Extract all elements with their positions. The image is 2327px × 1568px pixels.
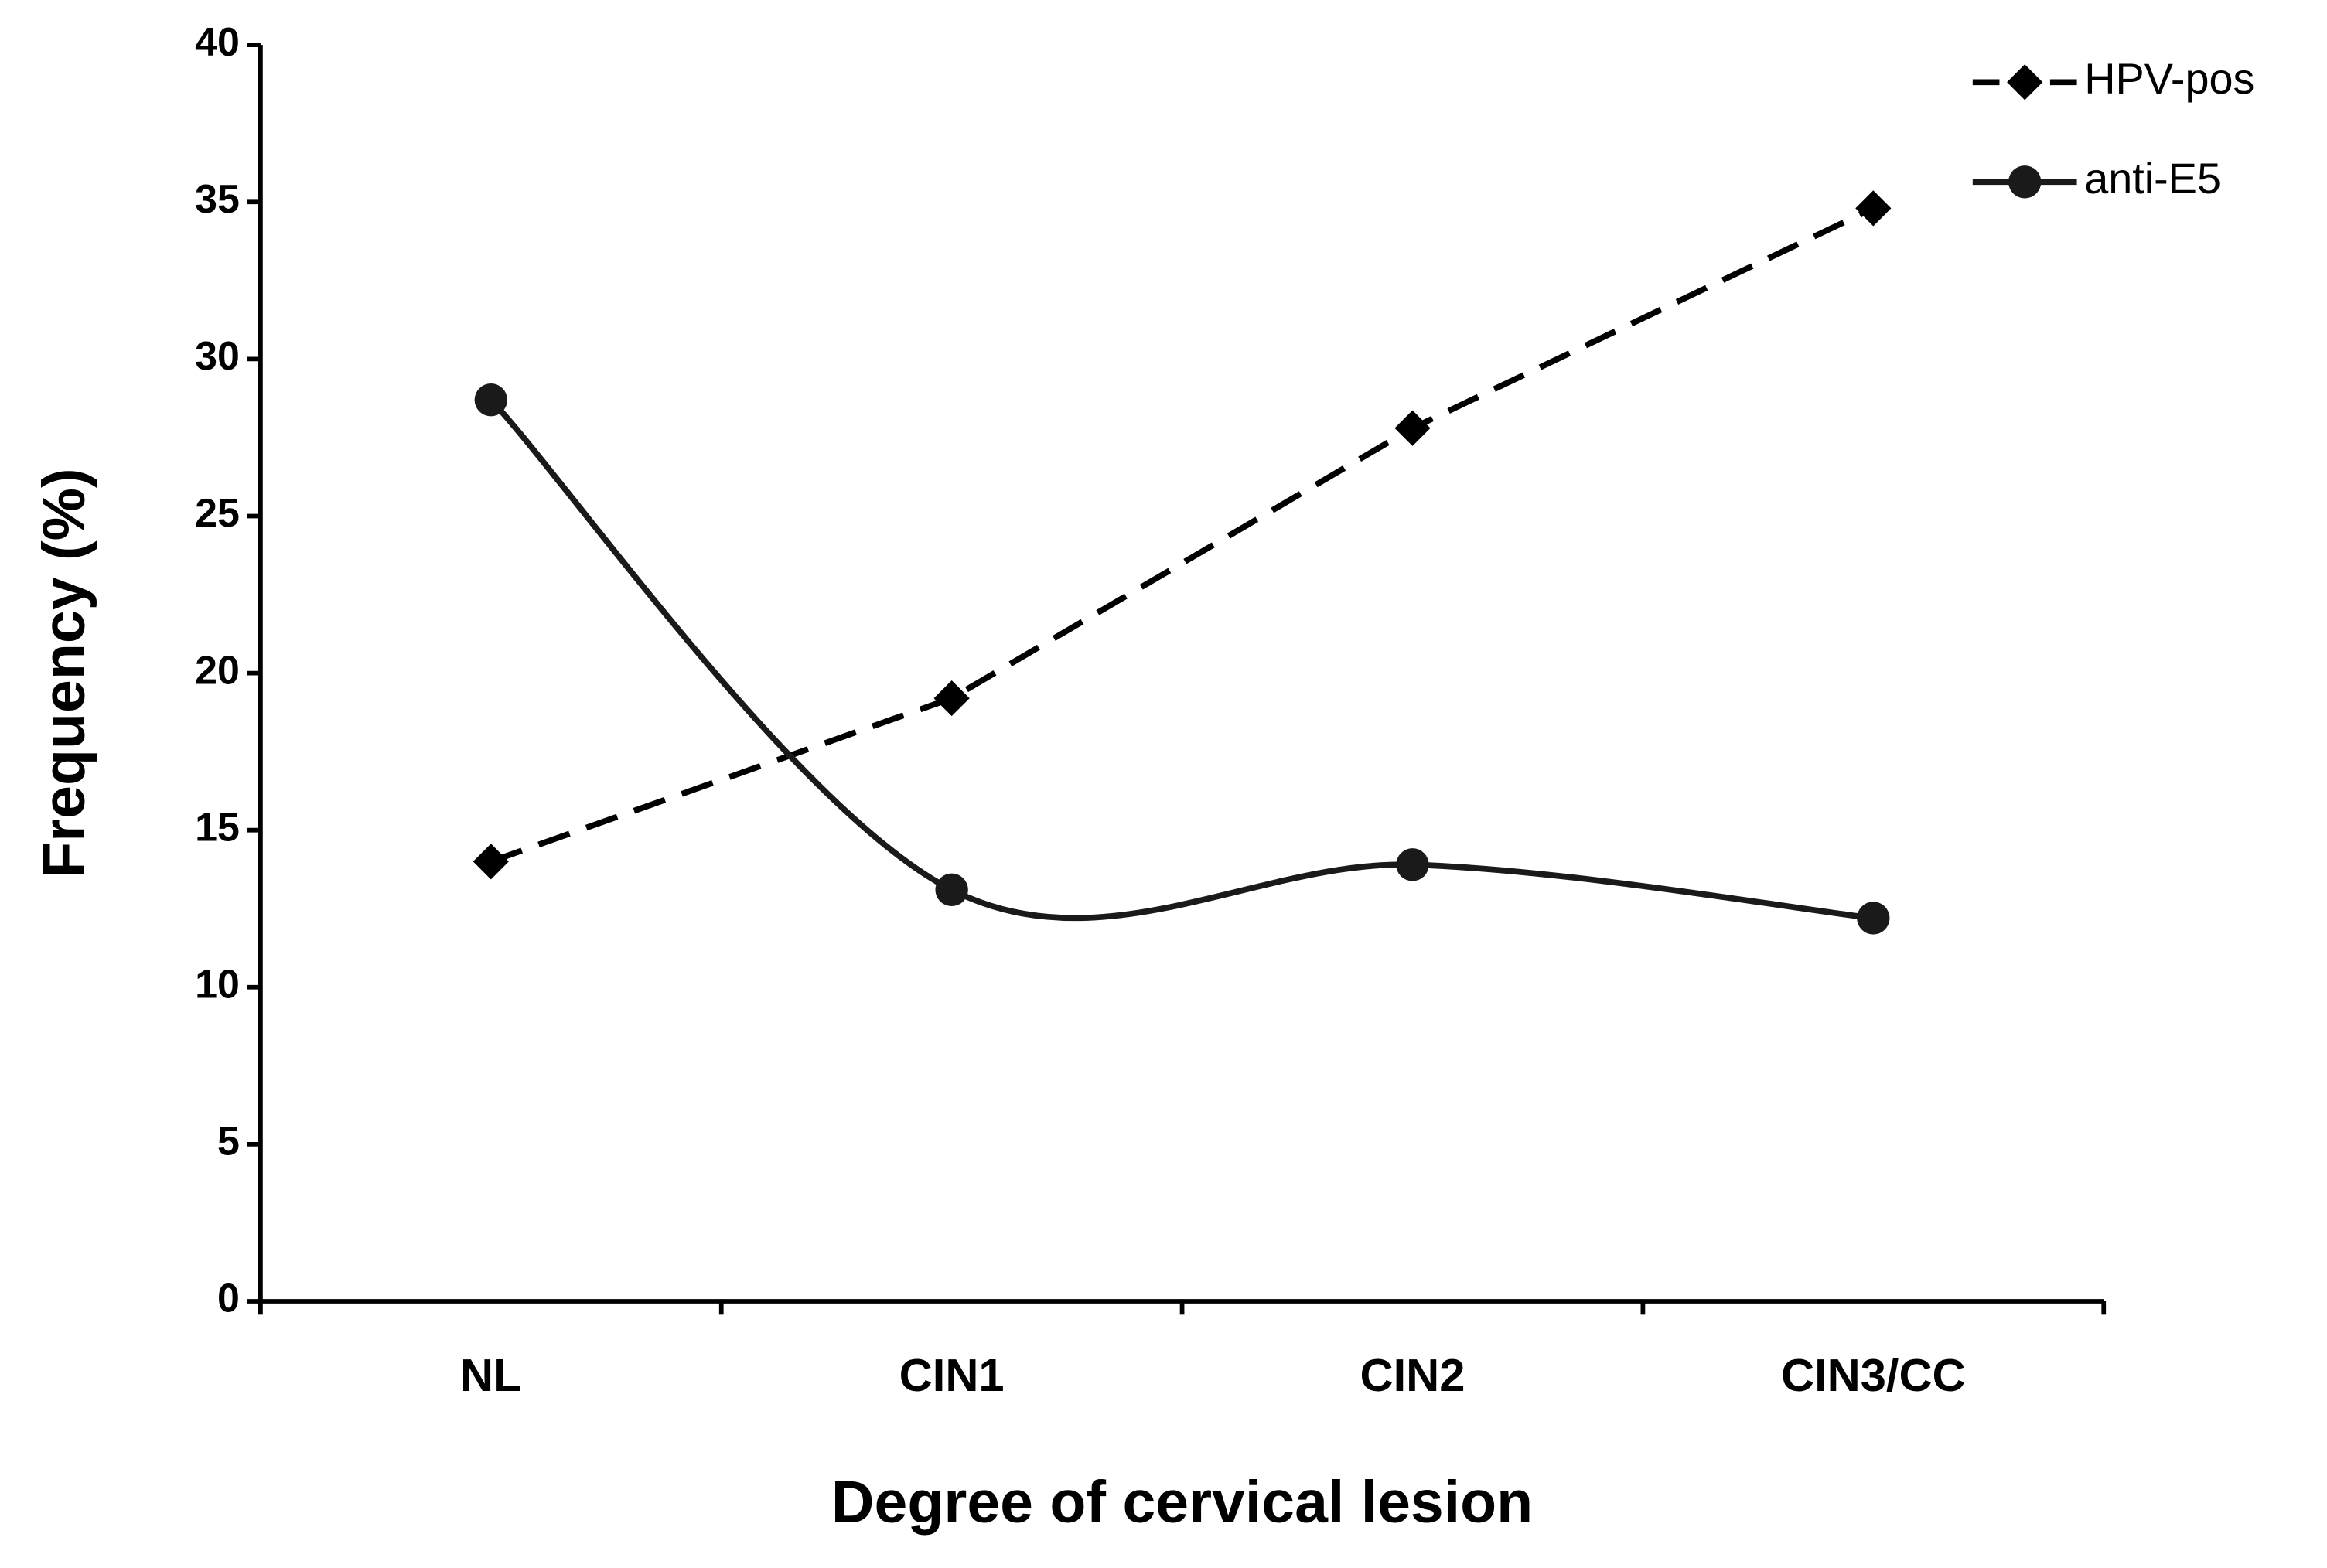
marker: [1396, 848, 1429, 881]
marker: [935, 873, 968, 907]
marker: [1855, 190, 1892, 227]
y-tick-label: 0: [217, 1277, 240, 1321]
marker: [474, 383, 507, 417]
y-tick-label: 10: [195, 963, 240, 1007]
series-line: [489, 397, 1874, 922]
y-axis-title: Frequency (%): [31, 468, 97, 878]
legend-marker: [2007, 64, 2043, 101]
y-tick-label: 35: [195, 177, 240, 222]
legend-marker: [2008, 165, 2042, 199]
y-tick-label: 40: [195, 20, 240, 65]
marker: [473, 844, 509, 880]
x-tick-label: NL: [460, 1349, 522, 1401]
y-tick-label: 15: [195, 805, 240, 850]
marker: [1857, 902, 1890, 935]
y-tick-label: 30: [195, 334, 240, 379]
series-line: [490, 205, 1875, 864]
x-tick-label: CIN1: [899, 1349, 1005, 1401]
y-tick-label: 5: [217, 1120, 240, 1164]
x-tick-label: CIN3/CC: [1781, 1349, 1966, 1401]
marker: [933, 680, 970, 717]
x-tick-label: CIN2: [1360, 1349, 1465, 1401]
x-axis-title: Degree of cervical lesion: [831, 1469, 1533, 1536]
legend-label: HPV-pos: [2084, 54, 2254, 103]
marker: [1394, 410, 1431, 446]
y-tick-label: 20: [195, 648, 240, 693]
y-tick-label: 25: [195, 491, 240, 536]
legend-label: anti-E5: [2084, 154, 2221, 203]
